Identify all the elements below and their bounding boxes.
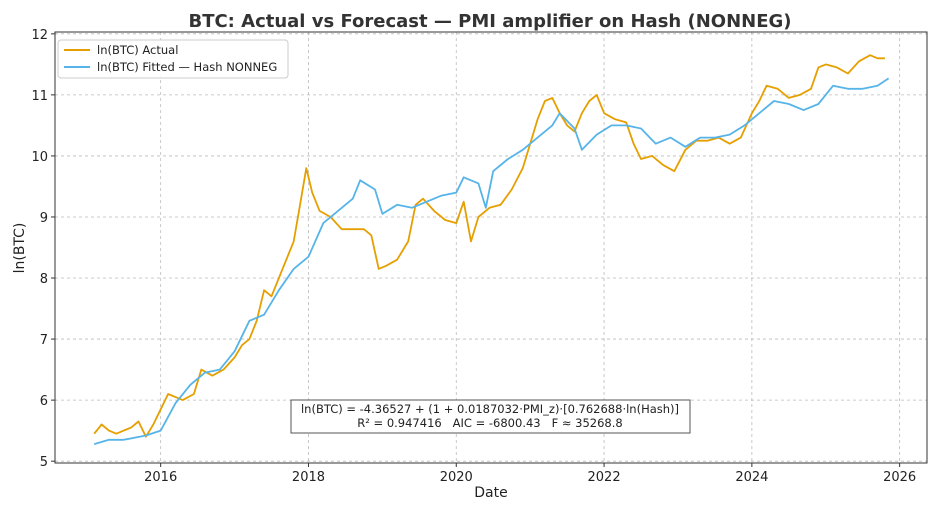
chart-title: BTC: Actual vs Forecast — PMI amplifier … bbox=[188, 11, 791, 32]
legend-label-fitted: ln(BTC) Fitted — Hash NONNEG bbox=[97, 60, 277, 74]
y-tick-label: 10 bbox=[31, 150, 48, 165]
annotation-stats: R² = 0.947416 AIC = -6800.43 F ≈ 35268.8 bbox=[357, 416, 622, 430]
x-tick-label: 2026 bbox=[883, 470, 916, 485]
x-tick-label: 2022 bbox=[588, 470, 621, 485]
y-tick-label: 9 bbox=[40, 211, 48, 226]
x-tick-label: 2024 bbox=[735, 470, 768, 485]
x-tick-label: 2018 bbox=[292, 470, 325, 485]
y-tick-label: 8 bbox=[40, 272, 48, 287]
fitted-series-line bbox=[93, 77, 890, 445]
legend: ln(BTC) Actual ln(BTC) Fitted — Hash NON… bbox=[57, 39, 289, 79]
x-tick-label: 2016 bbox=[144, 470, 177, 485]
legend-label-actual: ln(BTC) Actual bbox=[97, 43, 178, 57]
y-tick-label: 11 bbox=[31, 89, 48, 104]
annotation-box: ln(BTC) = -4.36527 + (1 + 0.0187032·PMI_… bbox=[290, 399, 691, 434]
y-tick-label: 7 bbox=[40, 333, 48, 348]
annotation-equation: ln(BTC) = -4.36527 + (1 + 0.0187032·PMI_… bbox=[301, 402, 679, 416]
x-tick-label: 2020 bbox=[440, 470, 473, 485]
y-axis-label: ln(BTC) bbox=[12, 223, 28, 274]
y-tick-label: 5 bbox=[40, 455, 48, 470]
y-tick-label: 12 bbox=[31, 28, 48, 43]
plot-frame bbox=[54, 31, 928, 464]
actual-series-line bbox=[93, 54, 885, 438]
y-tick-label: 6 bbox=[40, 394, 48, 409]
x-axis-label: Date bbox=[474, 485, 507, 501]
